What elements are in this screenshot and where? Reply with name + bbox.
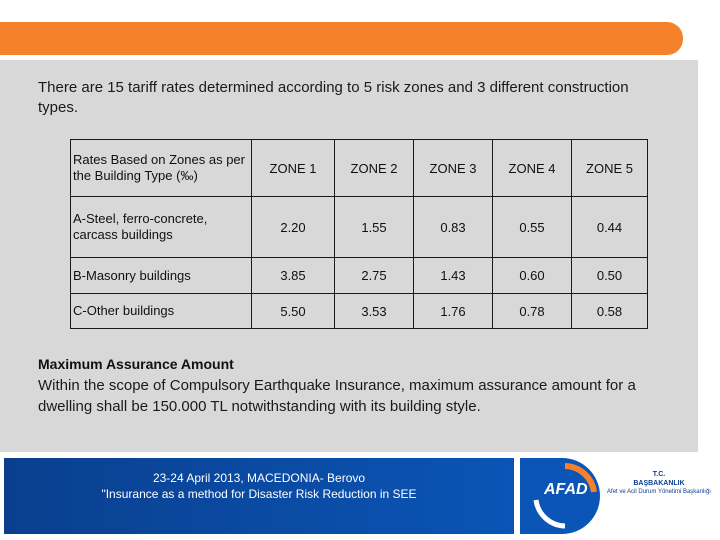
rate-cell: 0.60 — [492, 257, 572, 294]
row-label: A-Steel, ferro-concrete, carcass buildin… — [70, 196, 252, 258]
max-assurance-title: Maximum Assurance Amount — [38, 356, 234, 372]
rate-cell: 0.44 — [571, 196, 648, 258]
intro-text: There are 15 tariff rates determined acc… — [38, 79, 629, 116]
rate-cell: 0.78 — [492, 293, 572, 329]
rate-cell: 2.20 — [251, 196, 335, 258]
header-zone-5: ZONE 5 — [571, 139, 648, 197]
footer-caption: 23-24 April 2013, MACEDONIA- Berovo "Ins… — [4, 470, 514, 502]
max-assurance-text: Within the scope of Compulsory Earthquak… — [38, 377, 636, 415]
table-row: C-Other buildings 5.50 3.53 1.76 0.78 0.… — [70, 293, 648, 329]
afad-logo-icon — [533, 463, 597, 529]
table-row: A-Steel, ferro-concrete, carcass buildin… — [70, 196, 648, 258]
logo-wordmark: AFAD — [544, 481, 588, 498]
rate-cell: 5.50 — [251, 293, 335, 329]
tariff-rates-table: Rates Based on Zones as per the Building… — [70, 139, 648, 329]
header-zone-1: ZONE 1 — [251, 139, 335, 197]
row-label: B-Masonry buildings — [70, 257, 252, 294]
rate-cell: 0.55 — [492, 196, 572, 258]
table-header-row: Rates Based on Zones as per the Building… — [70, 139, 648, 197]
header-zone-2: ZONE 2 — [334, 139, 414, 197]
rate-cell: 3.53 — [334, 293, 414, 329]
header-zone-4: ZONE 4 — [492, 139, 572, 197]
rate-cell: 0.83 — [413, 196, 493, 258]
rate-cell: 2.75 — [334, 257, 414, 294]
rate-cell: 3.85 — [251, 257, 335, 294]
rate-cell: 1.55 — [334, 196, 414, 258]
footer-title-line: "Insurance as a method for Disaster Risk… — [101, 487, 417, 501]
rate-cell: 1.76 — [413, 293, 493, 329]
header-zone-3: ZONE 3 — [413, 139, 493, 197]
rate-cell: 0.58 — [571, 293, 648, 329]
org-line-3: Afet ve Acil Durum Yönetimi Başkanlığı — [607, 489, 711, 495]
footer-banner — [4, 458, 514, 534]
rate-cell: 0.50 — [571, 257, 648, 294]
footer-date-line: 23-24 April 2013, MACEDONIA- Berovo — [152, 471, 366, 485]
table-row: B-Masonry buildings 3.85 2.75 1.43 0.60 … — [70, 257, 648, 294]
org-line-2: BAŞBAKANLIK — [633, 480, 685, 487]
top-accent-bar — [0, 22, 683, 55]
rate-cell: 1.43 — [413, 257, 493, 294]
org-line-1: T.C. — [652, 471, 666, 478]
header-label: Rates Based on Zones as per the Building… — [70, 139, 252, 197]
row-label: C-Other buildings — [70, 293, 252, 329]
logo-backdrop — [520, 458, 600, 534]
organization-name: T.C. BAŞBAKANLIK Afet ve Acil Durum Yöne… — [604, 470, 714, 497]
